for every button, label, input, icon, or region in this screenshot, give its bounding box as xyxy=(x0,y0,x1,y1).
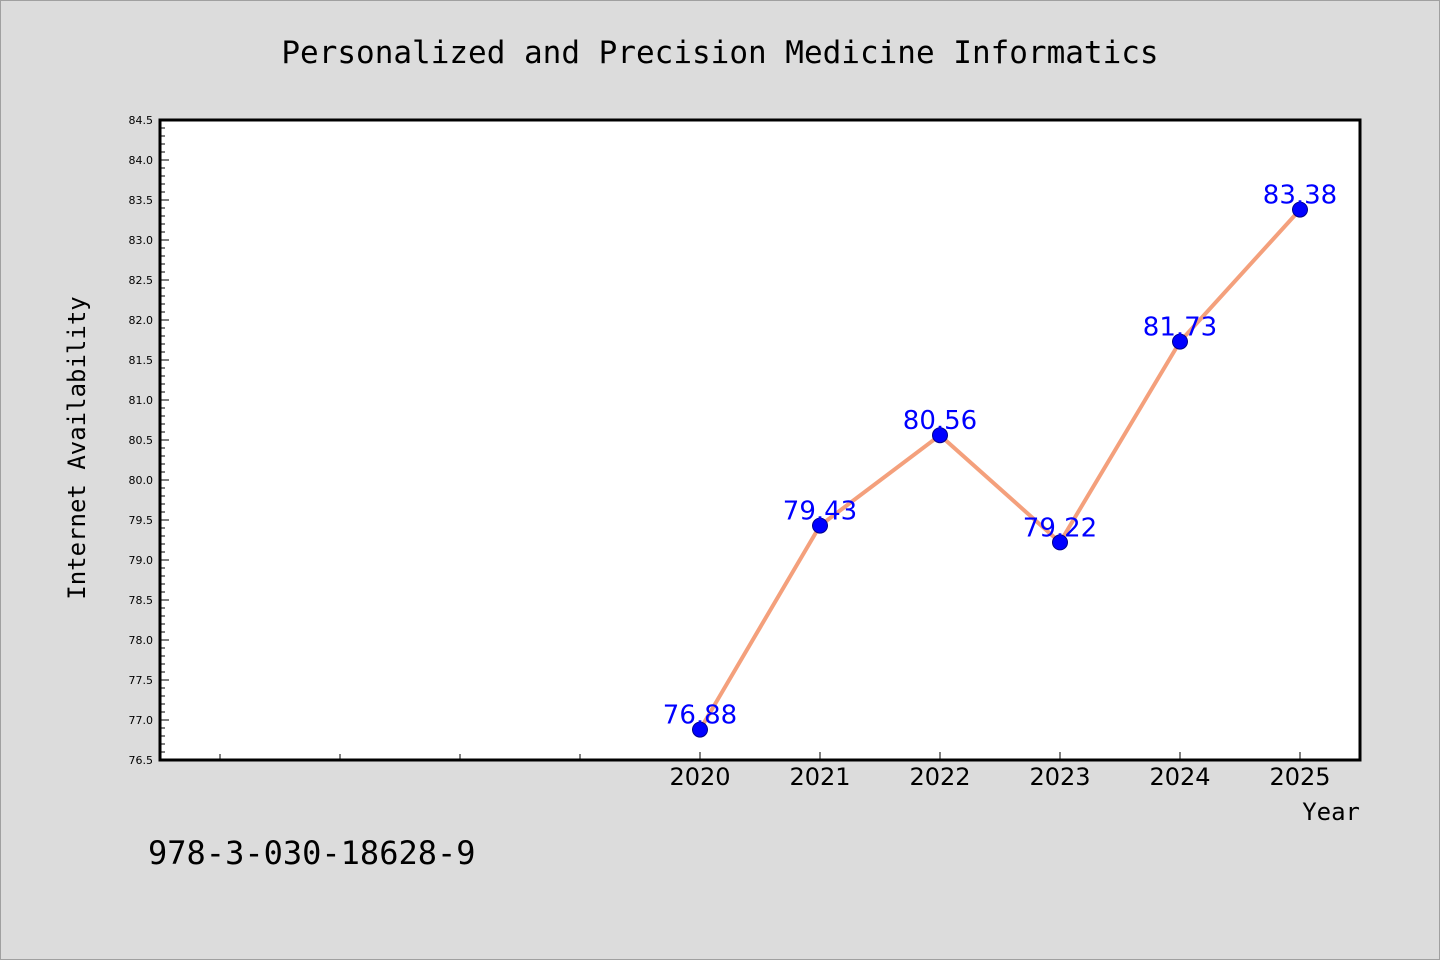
y-tick-label: 78.0 xyxy=(129,634,154,647)
plot-area xyxy=(160,120,1360,760)
x-tick-label: 2024 xyxy=(1149,763,1210,791)
y-tick-label: 84.0 xyxy=(129,154,154,167)
data-point xyxy=(1052,534,1068,551)
data-label: 80.56 xyxy=(903,406,977,436)
y-tick-label: 81.0 xyxy=(129,394,154,407)
x-tick-label: 2020 xyxy=(669,763,730,791)
data-label: 79.43 xyxy=(783,497,857,527)
y-tick-label: 80.0 xyxy=(129,474,154,487)
series-line xyxy=(698,208,1302,731)
x-tick-label: 2021 xyxy=(789,763,850,791)
x-tick-label: 2025 xyxy=(1269,763,1330,791)
y-tick-label: 79.5 xyxy=(129,514,154,527)
y-tick-label: 84.5 xyxy=(129,114,154,127)
chart-title: Personalized and Precision Medicine Info… xyxy=(281,35,1158,71)
isbn-text: 978-3-030-18628-9 xyxy=(148,834,476,872)
data-point xyxy=(692,721,708,738)
data-label: 76.88 xyxy=(663,701,737,731)
data-label: 81.73 xyxy=(1143,313,1217,343)
x-tick-label: 2022 xyxy=(909,763,970,791)
data-series xyxy=(692,201,1308,738)
y-tick-label: 83.0 xyxy=(129,234,154,247)
data-point xyxy=(1172,333,1188,350)
y-tick-label: 76.5 xyxy=(129,754,154,767)
y-tick-label: 77.5 xyxy=(129,674,154,687)
y-tick-label: 81.5 xyxy=(129,354,154,367)
data-point xyxy=(1292,201,1308,218)
y-tick-label: 77.0 xyxy=(129,714,154,727)
data-label: 79.22 xyxy=(1023,513,1097,543)
x-axis-label: Year xyxy=(1302,798,1360,826)
y-tick-label: 83.5 xyxy=(129,194,154,207)
y-tick-label: 78.5 xyxy=(129,594,154,607)
x-tick-label: 2023 xyxy=(1029,763,1090,791)
y-tick-label: 82.0 xyxy=(129,314,154,327)
y-tick-label: 80.5 xyxy=(129,434,154,447)
data-label: 83.38 xyxy=(1263,181,1337,211)
plot-border xyxy=(158,118,1362,762)
data-labels: 76.88 79.43 80.56 79.22 81.73 83.38 xyxy=(663,181,1337,731)
y-tick-label: 82.5 xyxy=(129,274,154,287)
y-axis-label: Internet Availability xyxy=(63,296,91,599)
data-point xyxy=(812,517,828,534)
y-tick-label: 79.0 xyxy=(129,554,154,567)
data-point xyxy=(932,427,948,444)
x-axis: 2020 2021 2022 2023 2024 2025 xyxy=(219,752,1331,791)
